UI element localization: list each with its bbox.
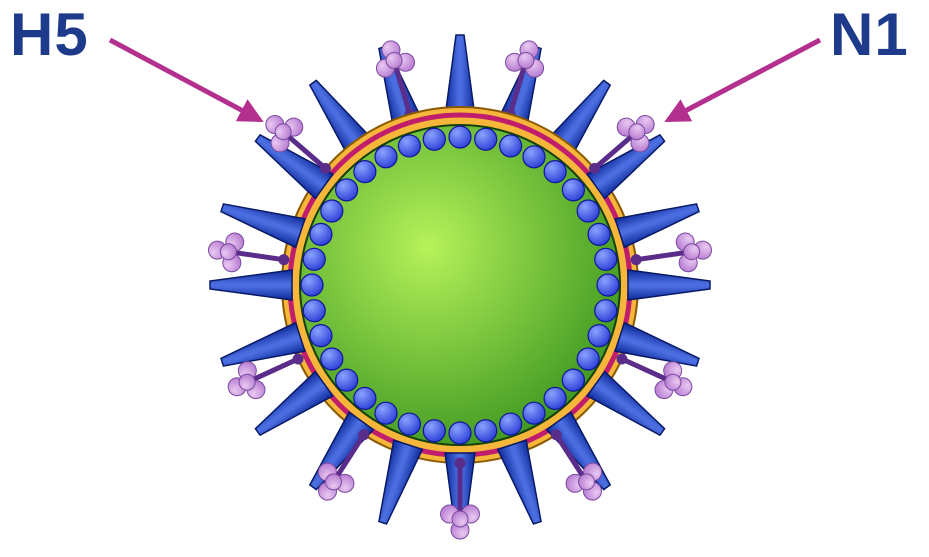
h-spike: [498, 440, 552, 527]
matrix-dot: [336, 179, 358, 201]
matrix-dot: [301, 274, 323, 296]
arrow-h5: [110, 40, 260, 120]
matrix-dot: [544, 161, 566, 183]
matrix-dot: [303, 300, 325, 322]
matrix-dot: [449, 422, 471, 444]
matrix-dot: [423, 128, 445, 150]
virus-illustration: [0, 0, 929, 557]
diagram-stage: H5 N1: [0, 0, 929, 557]
h-spike: [445, 35, 475, 117]
h-spike: [210, 270, 292, 300]
h-spike: [218, 323, 305, 377]
matrix-dot: [398, 135, 420, 157]
h-spike: [615, 323, 702, 377]
matrix-dot: [303, 248, 325, 270]
matrix-dot: [595, 300, 617, 322]
matrix-dot: [577, 200, 599, 222]
matrix-dot: [523, 402, 545, 424]
virus-core: [300, 125, 620, 445]
matrix-dot: [336, 369, 358, 391]
matrix-dot: [597, 274, 619, 296]
arrow-n1: [668, 40, 820, 120]
matrix-dot: [354, 161, 376, 183]
matrix-dot: [310, 223, 332, 245]
matrix-dot: [375, 402, 397, 424]
matrix-dot: [475, 420, 497, 442]
h-spike: [628, 270, 710, 300]
matrix-dot: [310, 325, 332, 347]
matrix-dot: [562, 179, 584, 201]
matrix-dot: [398, 413, 420, 435]
matrix-dot: [321, 200, 343, 222]
matrix-dot: [500, 413, 522, 435]
matrix-dot: [588, 223, 610, 245]
matrix-dot: [577, 348, 599, 370]
matrix-dot: [595, 248, 617, 270]
label-h5: H5: [10, 0, 89, 69]
h-spike: [368, 440, 422, 527]
n-spike: [441, 458, 480, 540]
matrix-dot: [354, 387, 376, 409]
matrix-dot: [475, 128, 497, 150]
matrix-dot: [449, 126, 471, 148]
matrix-dot: [544, 387, 566, 409]
matrix-dot: [588, 325, 610, 347]
matrix-dot: [500, 135, 522, 157]
virus-body: [282, 107, 638, 463]
matrix-dot: [523, 146, 545, 168]
matrix-dot: [321, 348, 343, 370]
matrix-dot: [423, 420, 445, 442]
matrix-dot: [375, 146, 397, 168]
label-n1: N1: [830, 0, 909, 69]
matrix-dot: [562, 369, 584, 391]
